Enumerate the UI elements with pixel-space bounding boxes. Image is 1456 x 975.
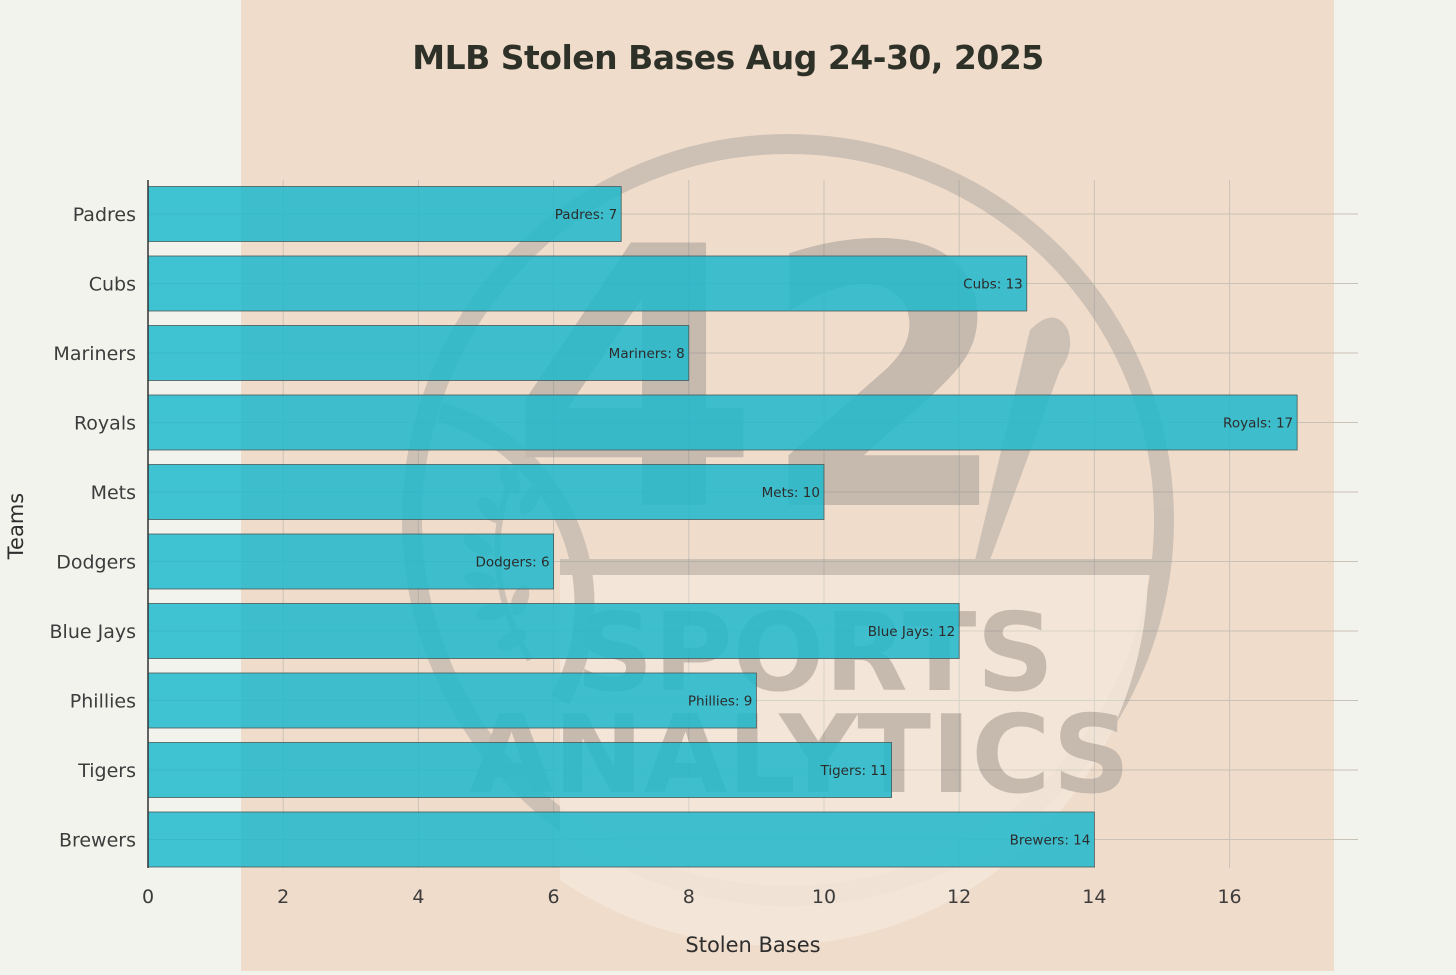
bar-royals xyxy=(147,394,1298,451)
bar-data-label: Brewers: 14 xyxy=(1010,833,1091,849)
bar-data-label: Tigers: 11 xyxy=(820,763,888,779)
y-tick-label: Phillies xyxy=(70,691,136,713)
x-tick-label: 6 xyxy=(548,886,560,908)
y-tick-label: Mets xyxy=(91,482,136,504)
y-tick-label: Mariners xyxy=(53,343,136,365)
x-tick-label: 8 xyxy=(683,886,695,908)
bar-mariners xyxy=(147,325,690,381)
x-tick-label: 12 xyxy=(947,886,971,908)
x-tick-label: 10 xyxy=(812,886,836,908)
x-axis-label: Stolen Bases xyxy=(685,933,821,957)
y-tick-label: Brewers xyxy=(59,830,136,852)
y-tick-label: Tigers xyxy=(77,760,136,782)
bar-cubs xyxy=(147,255,1028,312)
bar-phillies xyxy=(147,672,757,729)
x-tick-label: 2 xyxy=(277,886,289,908)
y-tick-label: Padres xyxy=(73,204,136,226)
x-tick-label: 0 xyxy=(142,886,154,908)
bar-tigers xyxy=(147,742,892,798)
y-tick-label: Cubs xyxy=(89,274,136,296)
bar-mets xyxy=(147,464,825,520)
y-tick-labels: Padres Cubs Mariners Royals Mets Dodgers Blue … xyxy=(50,204,136,852)
bar-data-label: Blue Jays: 12 xyxy=(868,624,955,640)
x-tick-label: 4 xyxy=(412,886,424,908)
bar-padres xyxy=(147,186,622,242)
bar-data-label: Dodgers: 6 xyxy=(475,555,549,571)
y-tick-label: Dodgers xyxy=(56,552,136,574)
y-axis-label: Teams xyxy=(4,492,28,560)
bar-data-label: Phillies: 9 xyxy=(688,694,752,710)
bar-blue-jays xyxy=(147,603,960,659)
bar-brewers xyxy=(147,811,1095,868)
x-tick-label: 16 xyxy=(1217,886,1241,908)
bar-data-label: Mariners: 8 xyxy=(609,346,685,362)
chart-title: MLB Stolen Bases Aug 24-30, 2025 xyxy=(412,38,1044,77)
data-labels-group: Padres: 7 Cubs: 13 Mariners: 8 Royals: 17 Me… xyxy=(475,207,1293,849)
watermark-ring xyxy=(402,134,1174,906)
bars-group xyxy=(147,186,1298,868)
bar-data-label: Royals: 17 xyxy=(1223,416,1293,432)
y-tick-label: Blue Jays xyxy=(50,621,136,643)
bar-data-label: Cubs: 13 xyxy=(963,277,1023,293)
x-tick-label: 14 xyxy=(1082,886,1106,908)
bar-data-label: Mets: 10 xyxy=(762,485,820,501)
bar-dodgers xyxy=(147,533,554,590)
x-tick-labels: 0 2 4 6 8 10 12 14 16 xyxy=(142,886,1242,908)
bar-data-label: Padres: 7 xyxy=(555,207,617,223)
y-tick-label: Royals xyxy=(74,413,136,435)
